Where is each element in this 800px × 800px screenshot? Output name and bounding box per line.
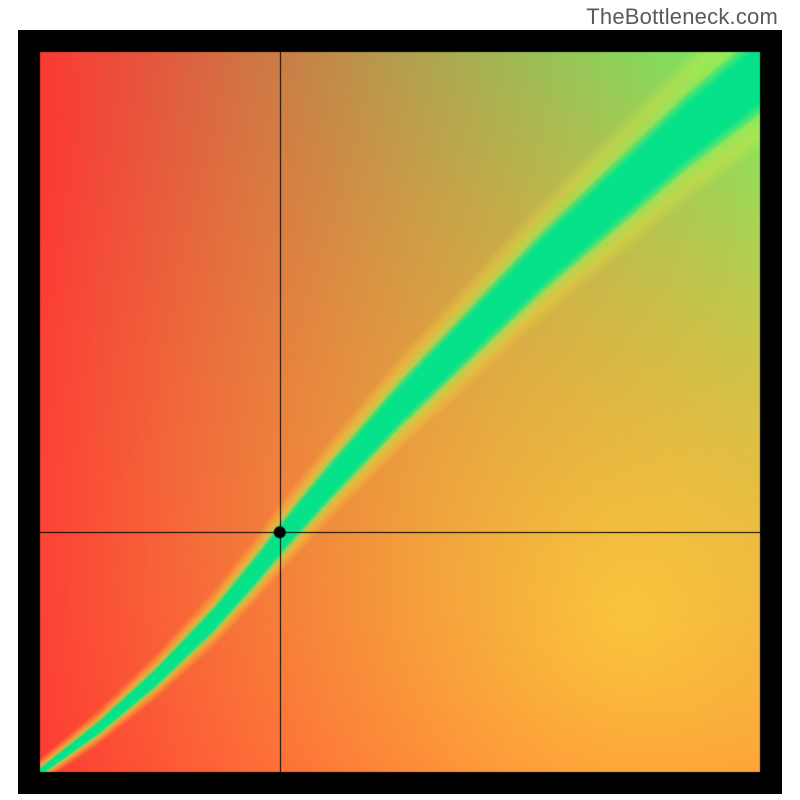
watermark-text: TheBottleneck.com xyxy=(586,4,778,30)
chart-frame xyxy=(18,30,782,794)
bottleneck-heatmap xyxy=(18,30,782,794)
